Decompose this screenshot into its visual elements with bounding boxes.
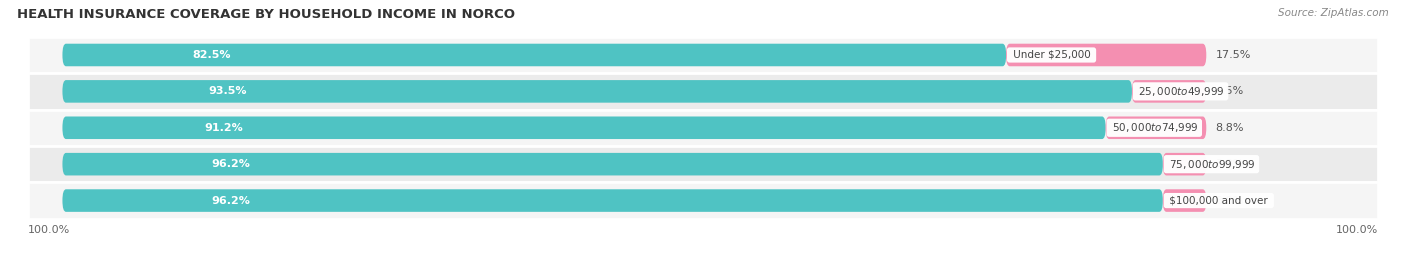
Text: 3.8%: 3.8%	[1215, 196, 1244, 206]
FancyBboxPatch shape	[62, 44, 1007, 66]
Bar	[28, 146, 1378, 182]
Text: 82.5%: 82.5%	[193, 50, 232, 60]
FancyBboxPatch shape	[1163, 189, 1206, 212]
Bar	[28, 182, 1378, 219]
FancyBboxPatch shape	[62, 80, 1132, 103]
FancyBboxPatch shape	[62, 189, 1163, 212]
Text: $100,000 and over: $100,000 and over	[1166, 196, 1271, 206]
Text: 93.5%: 93.5%	[208, 86, 246, 96]
Text: Source: ZipAtlas.com: Source: ZipAtlas.com	[1278, 8, 1389, 18]
FancyBboxPatch shape	[1132, 80, 1206, 103]
Text: 8.8%: 8.8%	[1215, 123, 1244, 133]
FancyBboxPatch shape	[62, 153, 1163, 175]
Text: Under $25,000: Under $25,000	[1010, 50, 1094, 60]
FancyBboxPatch shape	[1163, 153, 1206, 175]
Text: HEALTH INSURANCE COVERAGE BY HOUSEHOLD INCOME IN NORCO: HEALTH INSURANCE COVERAGE BY HOUSEHOLD I…	[17, 8, 515, 21]
Bar	[28, 109, 1378, 146]
Bar	[28, 37, 1378, 73]
FancyBboxPatch shape	[62, 116, 1105, 139]
FancyBboxPatch shape	[1007, 44, 1206, 66]
Text: 17.5%: 17.5%	[1215, 50, 1251, 60]
Text: $50,000 to $74,999: $50,000 to $74,999	[1109, 121, 1199, 134]
Text: $75,000 to $99,999: $75,000 to $99,999	[1166, 158, 1257, 171]
Text: 3.8%: 3.8%	[1215, 159, 1244, 169]
Text: 100.0%: 100.0%	[28, 225, 70, 235]
Text: 100.0%: 100.0%	[1336, 225, 1378, 235]
Text: 91.2%: 91.2%	[205, 123, 243, 133]
Text: 6.5%: 6.5%	[1215, 86, 1244, 96]
Bar	[28, 73, 1378, 109]
Text: 96.2%: 96.2%	[212, 159, 250, 169]
FancyBboxPatch shape	[1105, 116, 1206, 139]
Legend: With Coverage, Without Coverage: With Coverage, Without Coverage	[583, 266, 823, 269]
Text: $25,000 to $49,999: $25,000 to $49,999	[1136, 85, 1226, 98]
Text: 96.2%: 96.2%	[212, 196, 250, 206]
